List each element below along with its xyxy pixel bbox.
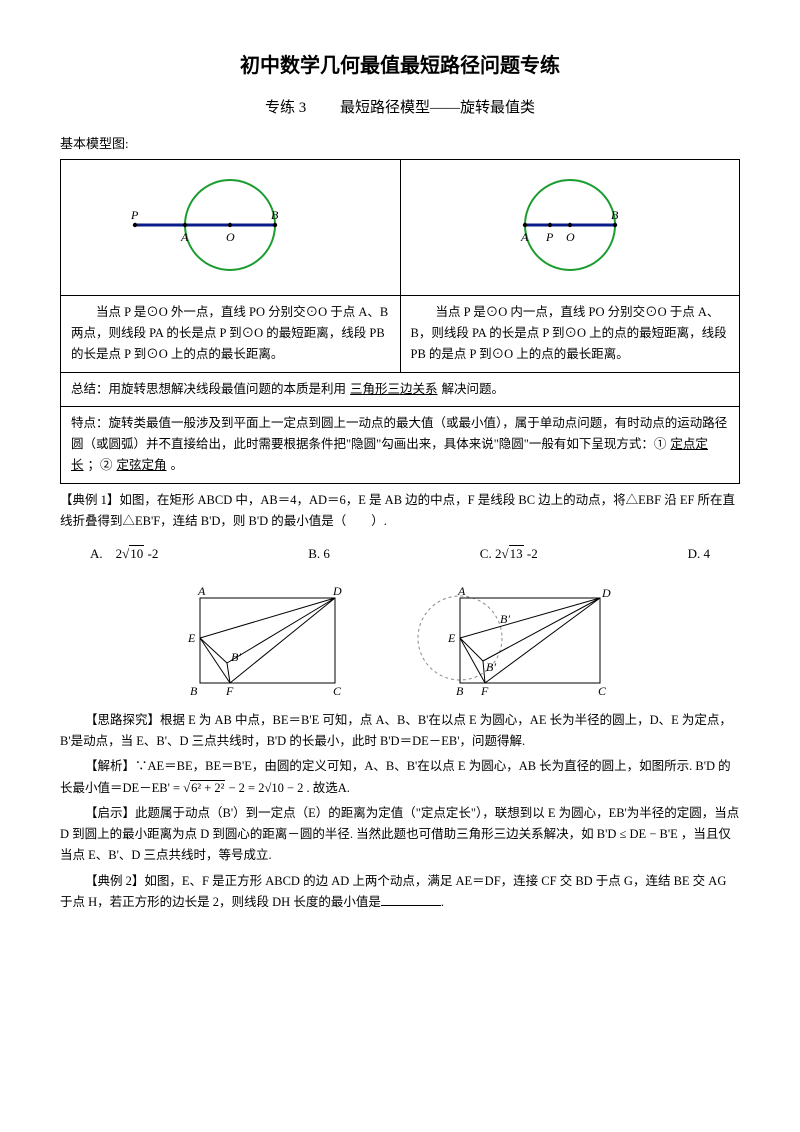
desc-left: 当点 P 是⊙O 外一点，直线 PO 分别交⊙O 于点 A、B 两点，则线段 P… <box>61 295 401 372</box>
figures-row: A D B C E F B' A D B C E F B' B' <box>60 583 740 698</box>
subtitle-left: 专练 3 <box>265 100 306 116</box>
svg-text:C: C <box>598 684 607 698</box>
ex2-text: 如图，E、F 是正方形 ABCD 的边 AD 上两个动点，满足 AE＝DF，连接… <box>60 874 726 909</box>
hint-para: 【启示】此题属于动点（B'）到一定点（E）的距离为定值（"定点定长"），联想到以… <box>60 803 740 867</box>
summary-suffix: 解决问题。 <box>442 382 505 396</box>
svg-text:O: O <box>226 230 235 244</box>
svg-text:B: B <box>456 684 464 698</box>
svg-text:B: B <box>611 208 619 222</box>
ex2-label: 【典例 2】 <box>85 874 144 888</box>
svg-text:F: F <box>480 684 489 698</box>
svg-text:C: C <box>333 684 342 698</box>
figure-1: A D B C E F B' <box>180 583 355 698</box>
solve-text-b: − 2 = 2√10 − 2 . 故选A. <box>225 781 350 795</box>
svg-text:A: A <box>180 230 189 244</box>
model-table: PAOB APOB 当点 P 是⊙O 外一点，直线 PO 分别交⊙O 于点 A、… <box>60 159 740 484</box>
feature-end: 。 <box>171 458 184 472</box>
svg-text:B': B' <box>231 650 241 664</box>
diagram-right-cell: A PO B <box>400 159 740 295</box>
summary-prefix: 总结：用旋转思想解决线段最值问题的本质是利用 <box>71 382 346 396</box>
summary-underline: 三角形三边关系 <box>346 382 442 396</box>
svg-text:A: A <box>197 584 206 598</box>
svg-text:O: O <box>566 230 575 244</box>
subtitle: 专练 3 最短路径模型——旋转最值类 <box>60 96 740 120</box>
svg-text:F: F <box>225 684 234 698</box>
desc-right: 当点 P 是⊙O 内一点，直线 PO 分别交⊙O 于点 A、B，则线段 PA 的… <box>400 295 740 372</box>
main-title: 初中数学几何最值最短路径问题专练 <box>60 50 740 82</box>
feature-u2: 定弦定角 <box>113 458 171 472</box>
ex1-label: 【典例 1】 <box>60 493 119 507</box>
example1: 【典例 1】如图，在矩形 ABCD 中，AB＝4，AD＝6，E 是 AB 边的中… <box>60 490 740 533</box>
svg-text:D: D <box>332 584 342 598</box>
subtitle-right: 最短路径模型——旋转最值类 <box>340 100 535 116</box>
think-label: 【思路探究】 <box>85 713 160 727</box>
hint-label: 【启示】 <box>85 806 135 820</box>
svg-text:P: P <box>130 208 139 222</box>
option-c: C. 2√13 -2 <box>480 544 538 565</box>
ex1-text: 如图，在矩形 ABCD 中，AB＝4，AD＝6，E 是 AB 边的中点，F 是线… <box>60 493 735 528</box>
think-text: 根据 E 为 AB 中点，BE＝B'E 可知，点 A、B、B'在以点 E 为圆心… <box>60 713 732 748</box>
svg-text:D: D <box>601 586 611 600</box>
diagram-right: A PO B <box>450 170 690 285</box>
section-label: 基本模型图: <box>60 134 740 155</box>
diagram-left: P A O B <box>110 170 350 285</box>
feature-mid: ；② <box>88 458 113 472</box>
think-para: 【思路探究】根据 E 为 AB 中点，BE＝B'E 可知，点 A、B、B'在以点… <box>60 710 740 753</box>
summary-cell: 总结：用旋转思想解决线段最值问题的本质是利用三角形三边关系解决问题。 <box>61 372 740 406</box>
svg-text:B: B <box>190 684 198 698</box>
hint-text: 此题属于动点（B'）到一定点（E）的距离为定值（"定点定长"），联想到以 E 为… <box>60 806 739 863</box>
svg-text:A: A <box>520 230 529 244</box>
option-d: D. 4 <box>688 544 710 565</box>
feature-cell: 特点：旋转类最值一般涉及到平面上一定点到圆上一动点的最大值（或最小值），属于单动… <box>61 406 740 483</box>
solve-sqrt: 6² + 2² <box>190 780 225 795</box>
option-b: B. 6 <box>308 544 330 565</box>
example2: 【典例 2】如图，E、F 是正方形 ABCD 的边 AD 上两个动点，满足 AE… <box>60 871 740 914</box>
blank-line <box>381 905 441 906</box>
options-row: A. 2√10 -2 B. 6 C. 2√13 -2 D. 4 <box>60 538 740 575</box>
solve-text-a: ∵AE＝BE，BE＝B'E，由圆的定义可知，A、B、B'在以点 E 为圆心，AB… <box>60 759 731 794</box>
diagram-left-cell: P A O B <box>61 159 401 295</box>
svg-text:B': B' <box>500 612 510 626</box>
svg-text:B': B' <box>486 660 496 674</box>
svg-text:E: E <box>187 631 196 645</box>
solve-label: 【解析】 <box>85 759 135 773</box>
feature-p1: 特点：旋转类最值一般涉及到平面上一定点到圆上一动点的最大值（或最小值），属于单动… <box>71 416 727 451</box>
svg-text:P: P <box>545 230 554 244</box>
figure-2: A D B C E F B' B' <box>405 583 620 698</box>
ex2-end: . <box>441 895 444 909</box>
solve-para: 【解析】∵AE＝BE，BE＝B'E，由圆的定义可知，A、B、B'在以点 E 为圆… <box>60 756 740 799</box>
svg-text:A: A <box>457 584 466 598</box>
option-a: A. 2√10 -2 <box>90 544 158 565</box>
svg-text:E: E <box>447 631 456 645</box>
svg-text:B: B <box>271 208 279 222</box>
